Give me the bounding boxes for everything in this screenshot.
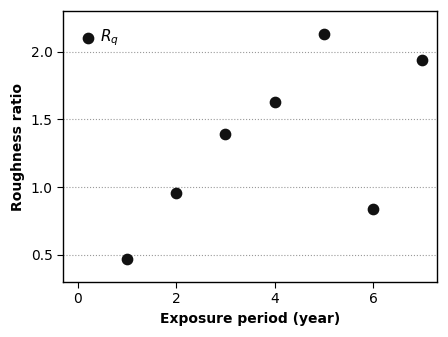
Point — [271, 99, 278, 104]
Point — [222, 132, 229, 137]
Point — [418, 57, 426, 63]
Point — [124, 256, 131, 262]
Point — [84, 35, 91, 41]
Y-axis label: Roughness ratio: Roughness ratio — [11, 83, 25, 211]
X-axis label: Exposure period (year): Exposure period (year) — [160, 312, 340, 326]
Point — [369, 206, 376, 212]
Point — [172, 190, 180, 195]
Point — [320, 31, 327, 37]
Text: $R_q$: $R_q$ — [100, 28, 119, 49]
